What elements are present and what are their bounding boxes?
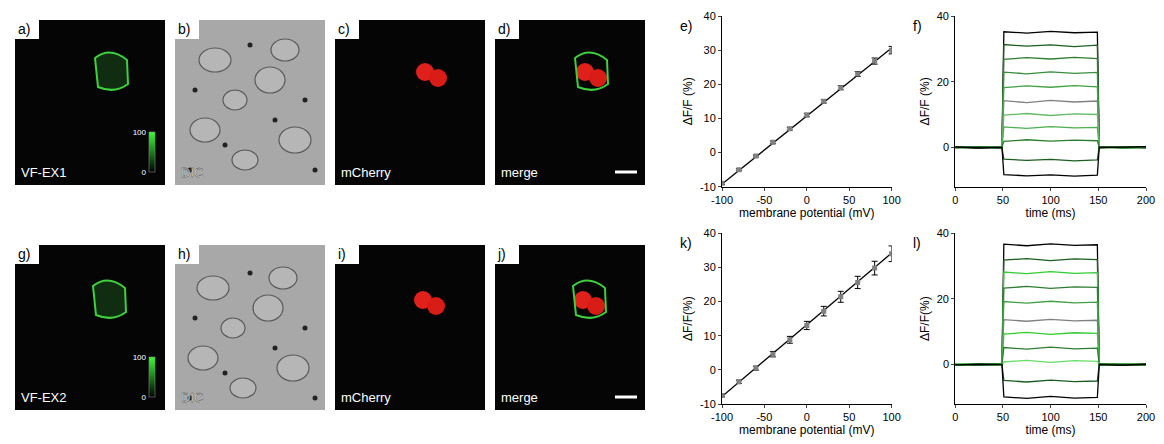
svg-text:200: 200 bbox=[1137, 194, 1155, 206]
svg-text:-50: -50 bbox=[756, 411, 772, 423]
svg-text:20: 20 bbox=[937, 293, 949, 305]
svg-text:0: 0 bbox=[804, 411, 810, 423]
svg-text:b): b) bbox=[178, 21, 190, 37]
svg-text:j): j) bbox=[497, 246, 506, 262]
svg-text:ΔF/F (%): ΔF/F (%) bbox=[918, 77, 932, 125]
svg-text:time (ms): time (ms) bbox=[1026, 423, 1076, 437]
svg-text:30: 30 bbox=[704, 261, 716, 273]
svg-text:30: 30 bbox=[704, 44, 716, 56]
svg-text:VF-EX2: VF-EX2 bbox=[21, 390, 67, 405]
svg-text:g): g) bbox=[18, 246, 30, 262]
svg-text:-100: -100 bbox=[711, 194, 733, 206]
svg-text:150: 150 bbox=[1089, 411, 1107, 423]
svg-text:20: 20 bbox=[704, 78, 716, 90]
svg-text:100: 100 bbox=[1041, 194, 1059, 206]
svg-text:100: 100 bbox=[133, 128, 147, 137]
svg-text:0: 0 bbox=[952, 194, 958, 206]
svg-text:e): e) bbox=[680, 18, 692, 34]
svg-text:ΔF/F(%): ΔF/F(%) bbox=[918, 296, 932, 341]
svg-text:10: 10 bbox=[704, 112, 716, 124]
svg-text:0: 0 bbox=[943, 141, 949, 153]
svg-text:0: 0 bbox=[710, 364, 716, 376]
svg-text:membrane potential (mV): membrane potential (mV) bbox=[739, 206, 874, 220]
svg-text:0: 0 bbox=[943, 358, 949, 370]
svg-text:f): f) bbox=[913, 18, 922, 34]
svg-text:10: 10 bbox=[704, 330, 716, 342]
svg-text:merge: merge bbox=[501, 390, 538, 405]
svg-text:0: 0 bbox=[804, 194, 810, 206]
svg-text:mCherry: mCherry bbox=[341, 390, 391, 405]
svg-text:-10: -10 bbox=[700, 398, 716, 410]
svg-text:40: 40 bbox=[937, 10, 949, 22]
svg-text:40: 40 bbox=[704, 10, 716, 22]
svg-text:ΔF/F(%): ΔF/F(%) bbox=[681, 296, 695, 341]
svg-text:-50: -50 bbox=[756, 194, 772, 206]
svg-text:50: 50 bbox=[843, 411, 855, 423]
svg-text:0: 0 bbox=[142, 168, 147, 177]
svg-text:0: 0 bbox=[952, 411, 958, 423]
svg-text:c): c) bbox=[338, 21, 350, 37]
svg-text:50: 50 bbox=[997, 194, 1009, 206]
svg-text:100: 100 bbox=[882, 194, 900, 206]
svg-text:i): i) bbox=[338, 246, 346, 262]
svg-text:ΔF/F (%): ΔF/F (%) bbox=[681, 77, 695, 125]
svg-text:40: 40 bbox=[704, 227, 716, 239]
svg-text:DIC: DIC bbox=[181, 165, 203, 180]
svg-text:100: 100 bbox=[882, 411, 900, 423]
svg-text:time (ms): time (ms) bbox=[1026, 206, 1076, 220]
svg-text:0: 0 bbox=[142, 393, 147, 402]
svg-text:-100: -100 bbox=[711, 411, 733, 423]
svg-text:l): l) bbox=[913, 235, 921, 251]
svg-text:membrane potential (mV): membrane potential (mV) bbox=[739, 423, 874, 437]
svg-text:mCherry: mCherry bbox=[341, 165, 391, 180]
svg-text:50: 50 bbox=[997, 411, 1009, 423]
svg-text:a): a) bbox=[18, 21, 30, 37]
svg-text:20: 20 bbox=[704, 295, 716, 307]
svg-text:merge: merge bbox=[501, 165, 538, 180]
svg-text:0: 0 bbox=[710, 146, 716, 158]
svg-text:40: 40 bbox=[937, 227, 949, 239]
svg-text:VF-EX1: VF-EX1 bbox=[21, 165, 67, 180]
svg-text:-10: -10 bbox=[700, 181, 716, 193]
svg-text:150: 150 bbox=[1089, 194, 1107, 206]
svg-text:DIC: DIC bbox=[181, 390, 203, 405]
svg-text:200: 200 bbox=[1137, 411, 1155, 423]
svg-text:20: 20 bbox=[937, 76, 949, 88]
svg-text:k): k) bbox=[680, 235, 692, 251]
svg-text:50: 50 bbox=[843, 194, 855, 206]
svg-text:100: 100 bbox=[1041, 411, 1059, 423]
svg-text:d): d) bbox=[498, 21, 510, 37]
svg-text:100: 100 bbox=[133, 353, 147, 362]
svg-text:h): h) bbox=[178, 246, 190, 262]
